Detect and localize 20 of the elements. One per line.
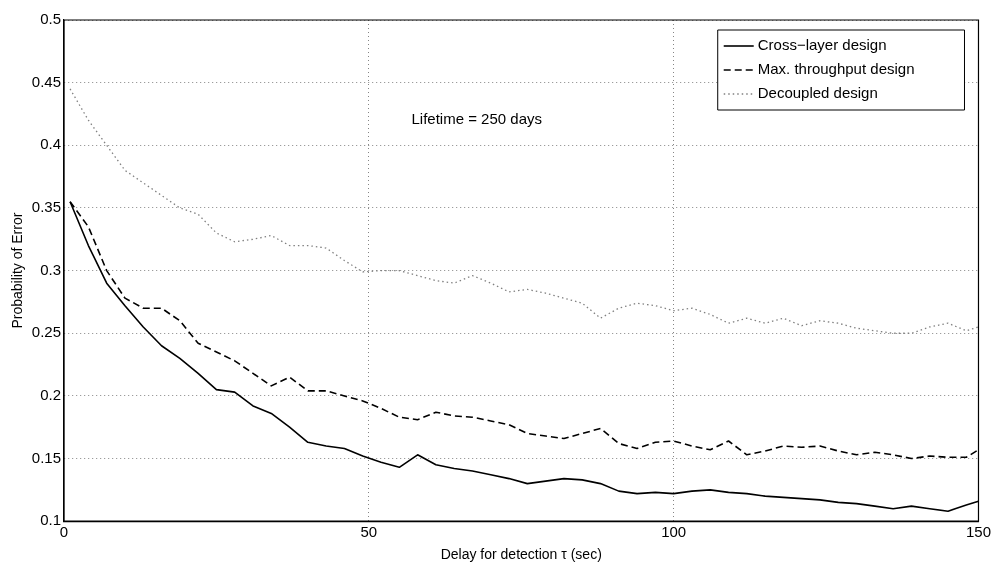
x-tick-label: 150 — [965, 523, 991, 541]
y-tick-label: 0.15 — [31, 448, 61, 466]
x-tick-label: 50 — [360, 523, 378, 541]
y-tick-label: 0.4 — [40, 135, 61, 153]
x-tick-label: 0 — [59, 523, 69, 541]
line-series — [69, 88, 979, 334]
y-tick-label: 0.3 — [40, 260, 61, 278]
y-tick-label: 0.45 — [31, 72, 61, 90]
legend-label: Decoupled design — [757, 84, 878, 102]
x-tick-label: 100 — [661, 523, 687, 541]
legend-label: Max. throughput design — [757, 60, 915, 78]
legend-label: Cross−layer design — [757, 36, 887, 54]
y-tick-label: 0.1 — [40, 511, 61, 529]
y-tick-label: 0.35 — [31, 198, 61, 216]
y-tick-label: 0.5 — [40, 10, 61, 28]
annotation: Lifetime = 250 days — [411, 110, 542, 128]
y-tick-label: 0.25 — [31, 323, 61, 341]
y-tick-label: 0.2 — [40, 386, 61, 404]
x-axis-title: Delay for detection τ (sec) — [440, 546, 602, 563]
y-axis-title: Probability of Error — [9, 212, 26, 329]
